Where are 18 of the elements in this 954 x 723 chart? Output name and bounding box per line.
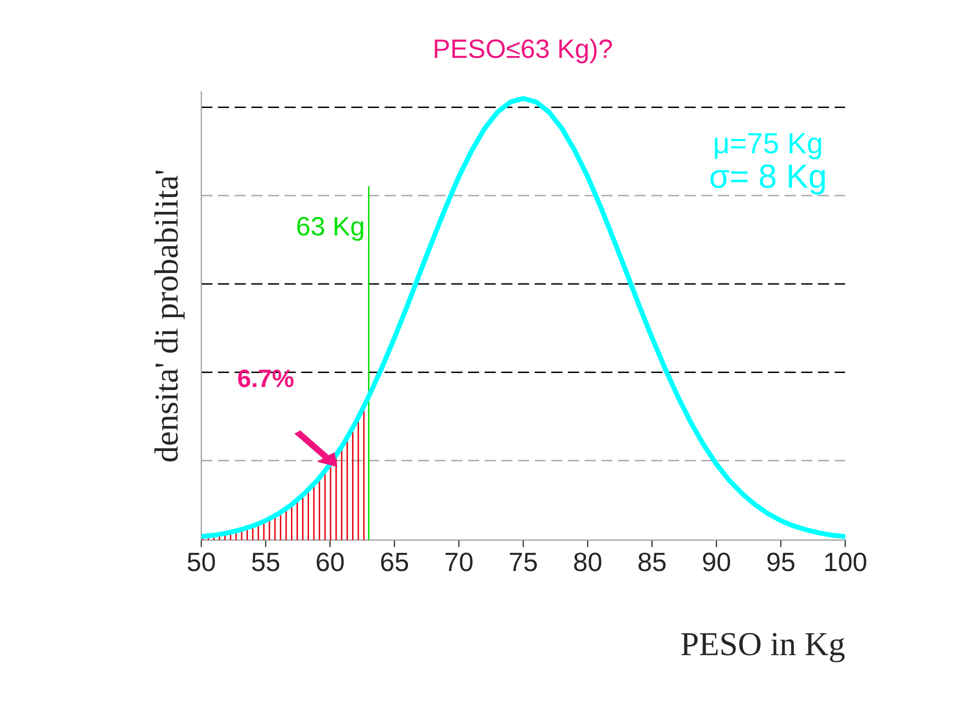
x-tick-label: 80 [574,552,602,572]
x-tick-label: 75 [510,552,537,572]
x-tick-label: 85 [638,552,666,572]
annotation: 6.7% [238,370,294,388]
x-tick-label: 70 [446,552,473,572]
x-tick-label: 50 [188,552,215,572]
annotation: σ= 8 Kg [710,164,825,195]
x-tick-label: 60 [316,552,344,572]
x-tick-label: 55 [252,552,280,572]
x-tick-label: 65 [381,552,408,572]
chart-title: PESO≤63 Kg)? [434,38,612,64]
ref-line-label: 63 Kg [297,216,364,241]
x-tick-label: 100 [825,552,866,572]
x-tick-label: 90 [703,552,730,572]
x-axis-title: PESO in Kg [681,633,845,662]
annotation: μ=75 Kg [714,133,822,160]
y-axis-title: densita' di probabilita' [154,170,185,462]
x-tick-label: 95 [767,552,794,572]
